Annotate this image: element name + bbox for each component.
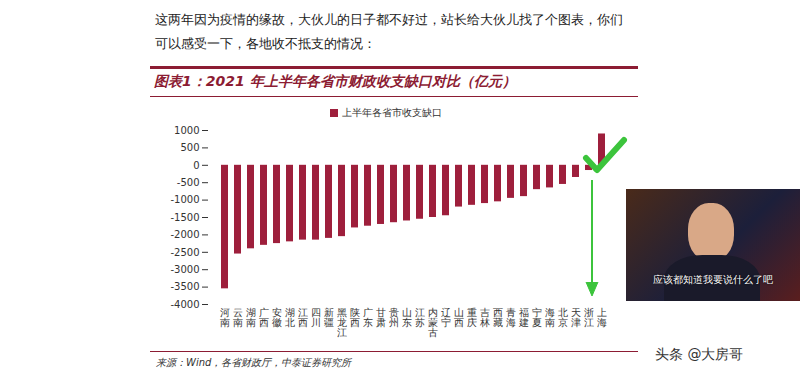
svg-text:-1000: -1000 <box>170 194 199 205</box>
html-text:头条 @大房哥: 头条 @大房哥 <box>655 346 744 362</box>
svg-text:-2000: -2000 <box>170 229 199 240</box>
svg-text:云南: 云南 <box>233 307 243 328</box>
svg-text:浙江: 浙江 <box>584 307 594 328</box>
svg-text:山东: 山东 <box>402 307 412 328</box>
svg-text:西藏: 西藏 <box>493 307 503 328</box>
svg-text:湖南: 湖南 <box>246 307 256 328</box>
svg-text:1000: 1000 <box>174 125 199 136</box>
svg-text:天津: 天津 <box>571 307 581 328</box>
svg-text:湖北: 湖北 <box>285 307 295 328</box>
svg-text:山西: 山西 <box>454 307 464 328</box>
svg-text:-3500: -3500 <box>170 281 199 292</box>
svg-text:-1500: -1500 <box>170 212 199 223</box>
svg-text:河南: 河南 <box>220 307 230 328</box>
svg-text:福建: 福建 <box>518 307 529 328</box>
svg-text:海南: 海南 <box>545 307 555 328</box>
html-text:应该都知道我要说什么了吧: 应该都知道我要说什么了吧 <box>653 274 773 285</box>
svg-text:广东: 广东 <box>363 307 373 328</box>
svg-text:黑龙江: 黑龙江 <box>337 307 347 338</box>
svg-text:广西: 广西 <box>259 307 269 328</box>
svg-text:北京: 北京 <box>558 307 568 328</box>
svg-text:-500: -500 <box>177 177 200 188</box>
svg-text:新疆: 新疆 <box>324 307 334 328</box>
svg-text:江西: 江西 <box>298 307 308 328</box>
svg-text:-4000: -4000 <box>170 299 199 310</box>
svg-text:重庆: 重庆 <box>467 307 477 328</box>
svg-text:青海: 青海 <box>506 307 516 328</box>
svg-text:陕西: 陕西 <box>350 307 360 328</box>
svg-text:辽宁: 辽宁 <box>441 307 451 328</box>
svg-text:贵州: 贵州 <box>389 307 399 328</box>
svg-text:甘肃: 甘肃 <box>376 307 386 328</box>
svg-text:四川: 四川 <box>311 307 321 328</box>
svg-text:内蒙古: 内蒙古 <box>428 307 438 338</box>
html-text:这两年因为疫情的缘故，大伙儿的日子都不好过，站长给大伙儿找了: 这两年因为疫情的缘故，大伙儿的日子都不好过，站长给大伙儿找了个图表，你们可以感受… <box>155 12 623 51</box>
svg-text:-2500: -2500 <box>170 247 199 258</box>
svg-text:0: 0 <box>193 160 199 171</box>
html-text:上半年各省市收支缺口: 上半年各省市收支缺口 <box>342 107 442 118</box>
svg-text:江苏: 江苏 <box>415 307 425 328</box>
html-text:图表1：2021 年上半年各省市财政收支缺口对比（亿元）: 图表1：2021 年上半年各省市财政收支缺口对比（亿元） <box>154 73 516 89</box>
svg-text:宁夏: 宁夏 <box>532 307 542 328</box>
svg-text:上海: 上海 <box>597 307 607 328</box>
html-text:来源：Wind，各省财政厅，中泰证券研究所: 来源：Wind，各省财政厅，中泰证券研究所 <box>156 357 352 368</box>
svg-text:-3000: -3000 <box>170 264 199 275</box>
svg-text:安徽: 安徽 <box>272 307 282 328</box>
svg-text:吉林: 吉林 <box>479 307 490 328</box>
svg-text:500: 500 <box>180 142 199 153</box>
